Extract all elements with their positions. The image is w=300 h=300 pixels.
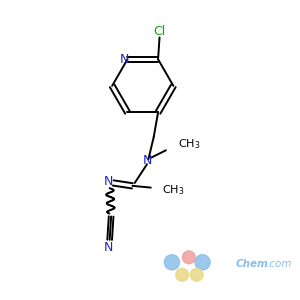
Circle shape [195,255,210,270]
Text: Chem: Chem [236,259,269,269]
Text: CH$_3$: CH$_3$ [163,183,185,196]
Circle shape [176,268,189,281]
Circle shape [190,268,203,281]
Circle shape [182,251,195,264]
Circle shape [164,255,179,270]
Text: N: N [103,242,113,254]
Text: CH$_3$: CH$_3$ [178,137,201,151]
Text: N: N [103,175,113,188]
Text: Cl: Cl [153,25,166,38]
Text: N: N [119,53,129,66]
Text: N: N [142,154,152,167]
Text: .com: .com [267,259,292,269]
